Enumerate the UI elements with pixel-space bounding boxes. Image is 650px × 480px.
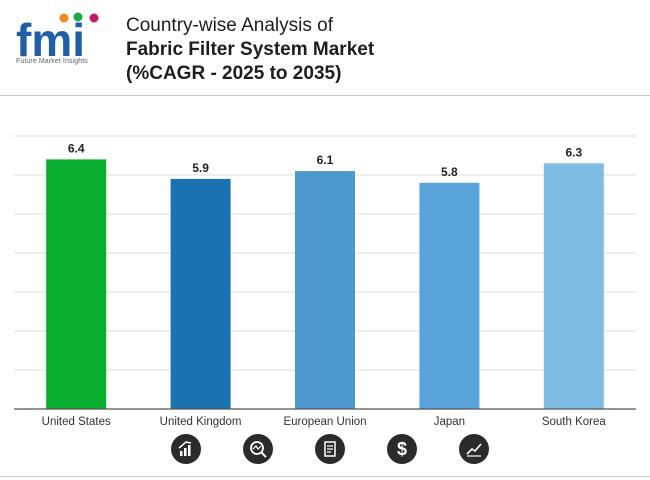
logo-dot-green <box>73 12 83 22</box>
svg-text:$: $ <box>397 439 407 459</box>
data-label: 6.4 <box>68 141 85 155</box>
header: fmi Future Market Insights Country-wise … <box>0 0 650 95</box>
analysis-magnifier-icon <box>243 434 273 464</box>
logo-dot-orange <box>59 13 69 23</box>
chart-title: Country-wise Analysis of Fabric Filter S… <box>126 14 606 86</box>
title-line-2: Fabric Filter System Market <box>126 39 375 60</box>
x-tick-label: South Korea <box>542 416 607 428</box>
x-tick-label: Japan <box>434 416 465 428</box>
data-label: 5.9 <box>192 161 209 175</box>
bar <box>46 159 107 409</box>
growth-chart-icon <box>171 434 201 464</box>
logo-dot-magenta <box>89 13 99 23</box>
x-tick-label: United Kingdom <box>160 416 242 428</box>
trend-line-icon <box>459 434 489 464</box>
fmi-logo: fmi <box>16 12 99 66</box>
bar <box>543 163 604 409</box>
x-tick-label: United States <box>42 416 111 428</box>
dollar-icon: $ <box>387 434 417 464</box>
bar <box>295 171 355 409</box>
logo-lettering: fmi <box>16 14 85 66</box>
logo-subtitle: Future Market Insights <box>16 58 88 65</box>
title-line-3: (%CAGR - 2025 to 2035) <box>126 63 342 84</box>
data-label: 5.8 <box>441 165 458 179</box>
document-report-icon <box>315 434 345 464</box>
bar <box>170 178 231 409</box>
title-line-1: Country-wise Analysis of <box>126 15 333 36</box>
bar <box>419 182 480 409</box>
x-tick-label: European Union <box>283 416 366 428</box>
data-label: 6.1 <box>317 153 334 167</box>
data-label: 6.3 <box>565 145 582 159</box>
footer-divider <box>0 476 650 477</box>
footer-icon-row: $ <box>0 434 650 472</box>
header-divider <box>0 95 650 96</box>
bar-chart: 6.4 United States 5.9 United Kingdom 6.1 Euro… <box>14 135 636 428</box>
